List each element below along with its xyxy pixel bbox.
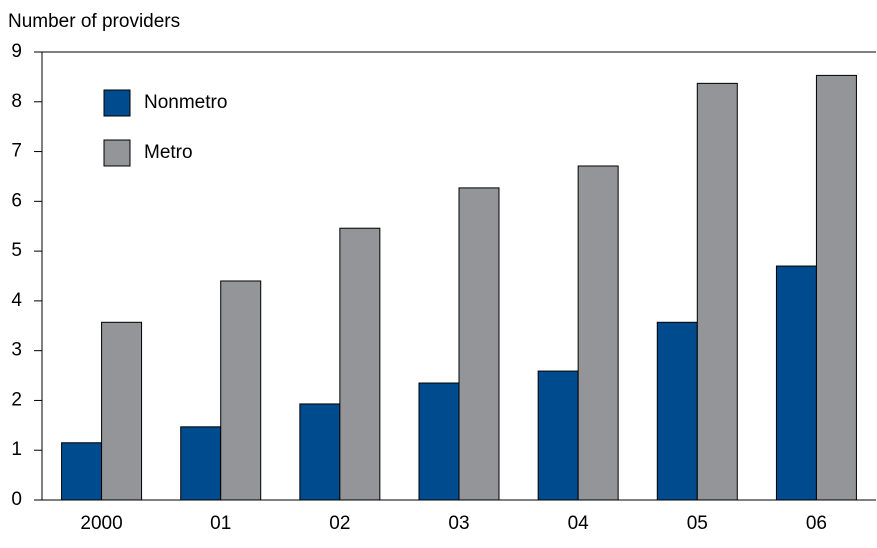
y-tick-label: 0 (11, 489, 22, 510)
y-axis-label: Number of providers (8, 11, 180, 32)
y-tick-label: 1 (11, 439, 22, 460)
bar (220, 280, 262, 501)
bar (815, 74, 857, 501)
x-tick-label: 01 (210, 513, 231, 534)
x-tick-label: 02 (329, 513, 350, 534)
y-tick-label: 8 (11, 91, 22, 112)
bar (61, 442, 103, 501)
bar (101, 321, 143, 501)
x-tick-label: 05 (687, 513, 708, 534)
x-tick-label: 03 (448, 513, 469, 534)
bar (299, 403, 341, 501)
bar (696, 82, 738, 501)
y-tick-label: 5 (11, 240, 22, 261)
x-tick-label: 04 (568, 513, 590, 534)
y-tick-label: 9 (11, 41, 22, 62)
legend-swatch (103, 89, 131, 117)
bar (339, 227, 381, 501)
bar (577, 165, 619, 501)
legend-label: Metro (144, 142, 193, 163)
bar (656, 321, 698, 501)
x-tick-label: 06 (806, 513, 827, 534)
legend-swatch (103, 139, 131, 167)
legend-label: Nonmetro (144, 92, 227, 113)
bar (418, 382, 460, 501)
bar (458, 187, 500, 501)
y-tick-label: 3 (11, 340, 22, 361)
x-tick-label: 2000 (80, 513, 122, 534)
y-tick-label: 7 (11, 141, 22, 162)
y-tick-label: 6 (11, 190, 22, 211)
y-tick-label: 2 (11, 389, 22, 410)
y-tick-label: 4 (11, 290, 22, 311)
bar (775, 265, 817, 501)
bar (180, 426, 222, 501)
bar (537, 370, 579, 501)
